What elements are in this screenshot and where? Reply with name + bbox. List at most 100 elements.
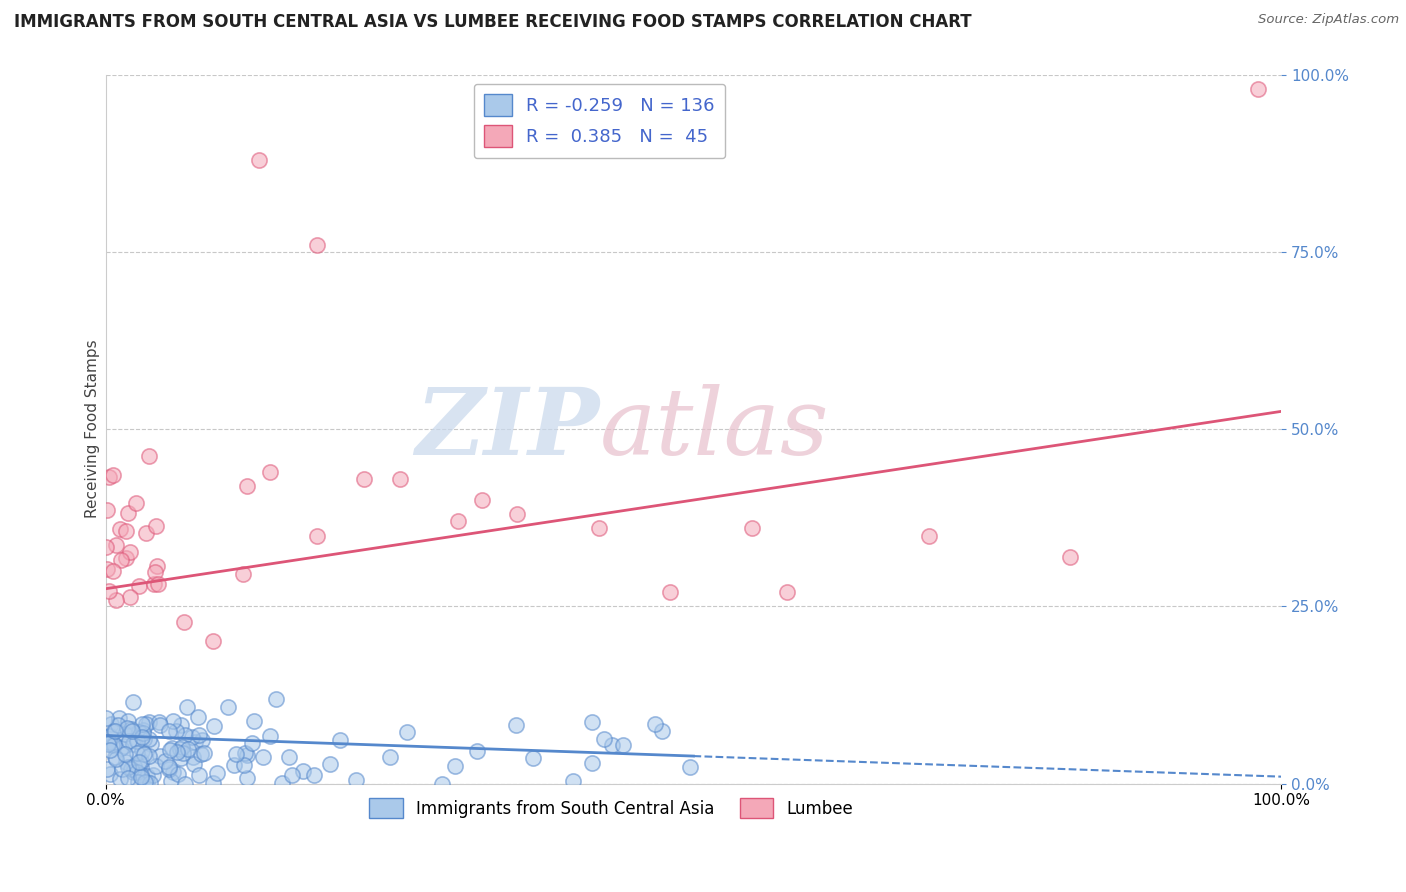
Point bbox=[1059, 549, 1081, 564]
Point bbox=[128, 725, 150, 739]
Point bbox=[388, 472, 411, 486]
Point bbox=[232, 757, 254, 772]
Point bbox=[678, 760, 700, 774]
Point bbox=[236, 479, 259, 493]
Point bbox=[122, 759, 145, 773]
Point bbox=[202, 633, 225, 648]
Point bbox=[329, 733, 352, 747]
Point bbox=[120, 544, 142, 558]
Point bbox=[430, 777, 453, 791]
Point bbox=[145, 759, 167, 773]
Point bbox=[240, 736, 263, 750]
Point bbox=[149, 748, 172, 763]
Point bbox=[115, 524, 138, 539]
Point bbox=[138, 776, 160, 790]
Point bbox=[169, 741, 191, 756]
Point bbox=[153, 754, 176, 768]
Point bbox=[247, 153, 270, 167]
Point bbox=[135, 768, 157, 782]
Point bbox=[167, 767, 190, 781]
Point bbox=[142, 768, 165, 782]
Point bbox=[100, 717, 122, 731]
Point bbox=[114, 550, 136, 565]
Point bbox=[205, 766, 228, 780]
Point bbox=[127, 764, 149, 779]
Point bbox=[302, 767, 325, 781]
Point bbox=[180, 731, 202, 745]
Point bbox=[132, 726, 155, 740]
Point bbox=[236, 771, 259, 785]
Point bbox=[593, 731, 616, 746]
Point bbox=[103, 738, 125, 752]
Point bbox=[174, 728, 197, 742]
Point bbox=[122, 737, 145, 751]
Point bbox=[233, 746, 256, 760]
Point bbox=[612, 738, 634, 752]
Point bbox=[588, 521, 610, 535]
Point bbox=[122, 764, 145, 779]
Point bbox=[104, 724, 127, 739]
Point bbox=[117, 506, 139, 520]
Point bbox=[291, 764, 314, 778]
Point bbox=[741, 521, 763, 535]
Point bbox=[160, 741, 183, 756]
Point bbox=[465, 744, 488, 758]
Point bbox=[188, 728, 211, 742]
Point bbox=[94, 711, 117, 725]
Point bbox=[118, 591, 141, 605]
Point bbox=[110, 553, 132, 567]
Point bbox=[121, 695, 143, 709]
Point bbox=[128, 756, 150, 771]
Point bbox=[105, 593, 128, 607]
Point bbox=[96, 503, 118, 517]
Point bbox=[380, 750, 402, 764]
Point bbox=[128, 579, 150, 593]
Point bbox=[132, 723, 155, 737]
Point bbox=[444, 758, 467, 772]
Point bbox=[157, 723, 180, 738]
Point bbox=[917, 528, 939, 542]
Point bbox=[176, 699, 198, 714]
Point bbox=[157, 762, 180, 776]
Point bbox=[121, 723, 143, 738]
Point bbox=[166, 745, 188, 759]
Point bbox=[447, 514, 470, 528]
Point bbox=[252, 750, 274, 764]
Point bbox=[190, 747, 212, 762]
Point bbox=[127, 734, 149, 748]
Point bbox=[169, 718, 191, 732]
Point bbox=[174, 777, 197, 791]
Point bbox=[108, 522, 131, 536]
Point bbox=[105, 752, 128, 766]
Point bbox=[242, 714, 264, 728]
Point bbox=[110, 741, 132, 756]
Point bbox=[277, 750, 299, 764]
Point bbox=[187, 710, 209, 724]
Point bbox=[353, 472, 375, 486]
Point bbox=[134, 717, 156, 731]
Point bbox=[173, 615, 195, 630]
Point bbox=[344, 773, 367, 788]
Point bbox=[138, 732, 160, 747]
Point bbox=[117, 714, 139, 728]
Point bbox=[98, 742, 121, 756]
Point bbox=[131, 730, 153, 744]
Point bbox=[159, 774, 181, 789]
Point bbox=[201, 776, 224, 790]
Point bbox=[101, 467, 124, 482]
Point bbox=[146, 577, 169, 591]
Point bbox=[232, 567, 254, 582]
Point bbox=[143, 565, 166, 579]
Point bbox=[259, 729, 281, 743]
Point bbox=[307, 237, 329, 252]
Point bbox=[117, 760, 139, 774]
Text: Source: ZipAtlas.com: Source: ZipAtlas.com bbox=[1258, 13, 1399, 27]
Point bbox=[183, 756, 205, 771]
Text: IMMIGRANTS FROM SOUTH CENTRAL ASIA VS LUMBEE RECEIVING FOOD STAMPS CORRELATION C: IMMIGRANTS FROM SOUTH CENTRAL ASIA VS LU… bbox=[14, 13, 972, 31]
Point bbox=[98, 734, 121, 748]
Point bbox=[131, 744, 153, 758]
Point bbox=[651, 723, 673, 738]
Point bbox=[202, 719, 225, 733]
Point bbox=[165, 723, 187, 738]
Point bbox=[117, 771, 139, 785]
